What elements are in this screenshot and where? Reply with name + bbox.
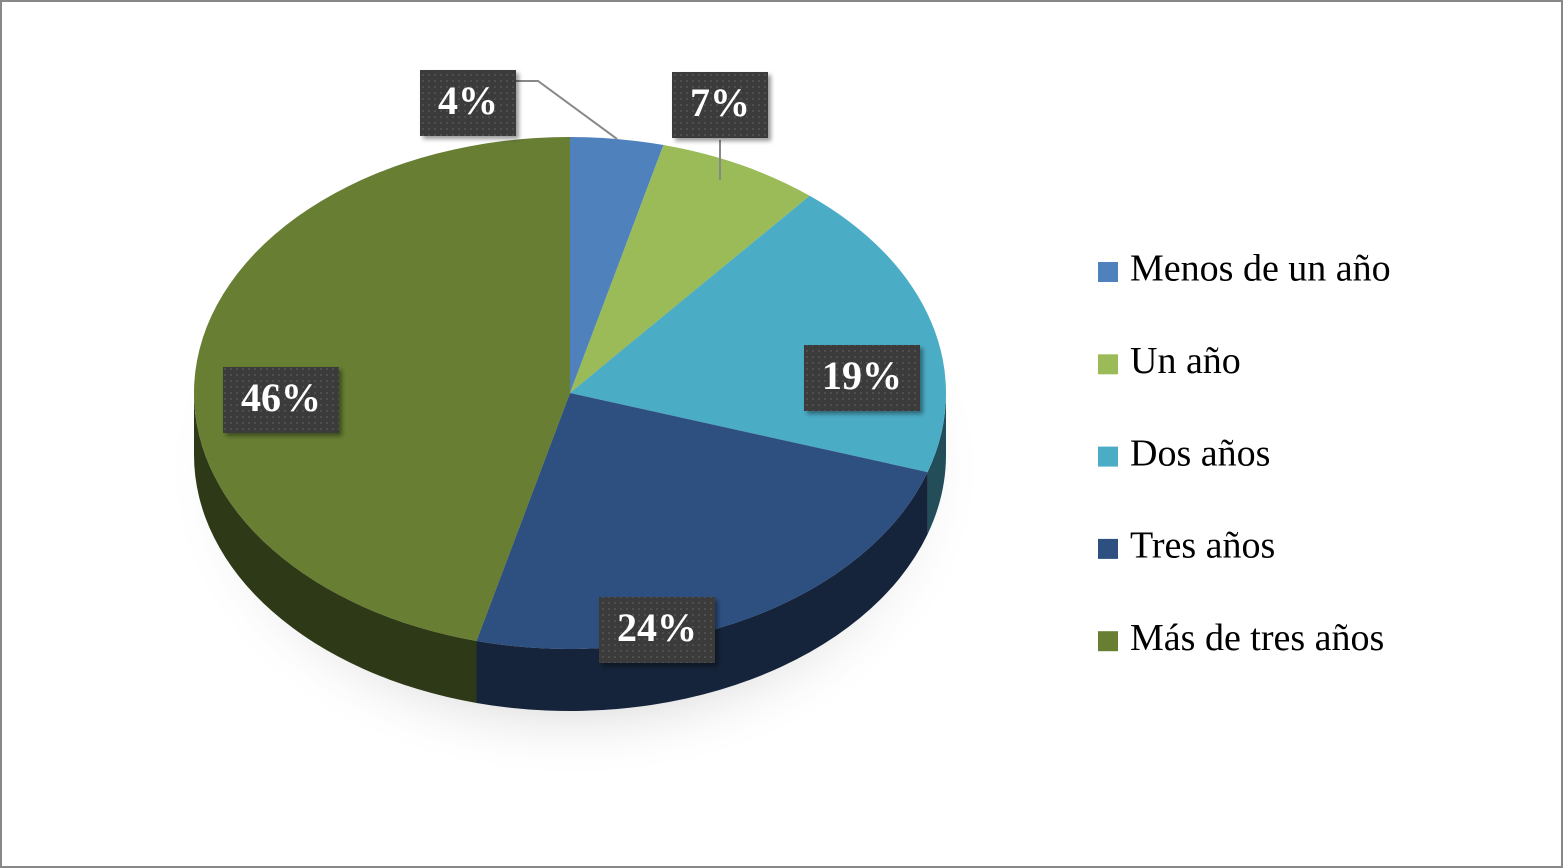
legend-label: Dos años [1130,432,1270,474]
data-label: 24% [617,605,697,650]
pie-side [927,393,946,535]
legend-swatch [1098,631,1118,652]
data-label: 19% [822,353,902,398]
data-label: 46% [241,375,321,420]
label-box [804,345,920,411]
label-box [599,597,715,663]
legend-swatch [1098,262,1118,282]
data-label: 4% [438,78,498,123]
data-labels: 4% 7% 19% 24% 46% [223,70,920,663]
label-box [223,367,339,433]
pie-side [476,472,928,711]
legend: Menos de un año Un año Dos años Tres años Má… [1098,248,1391,659]
legend-label: Un año [1130,340,1241,382]
legend-swatch [1098,446,1118,467]
legend-label: Más de tres años [1130,617,1384,659]
pie-slice [194,137,570,641]
pie-slice [570,137,664,393]
pie-side [194,393,477,703]
legend-swatch [1098,538,1118,559]
legend-label: Menos de un año [1130,248,1391,290]
data-label: 7% [690,80,750,125]
pie-slice [570,145,810,393]
pie [194,137,946,711]
label-box [420,70,516,136]
pie-slice [476,393,928,649]
legend-swatch [1098,354,1118,375]
legend-label: Tres años [1130,525,1275,567]
label-box [672,72,768,138]
leader-line [516,80,618,140]
